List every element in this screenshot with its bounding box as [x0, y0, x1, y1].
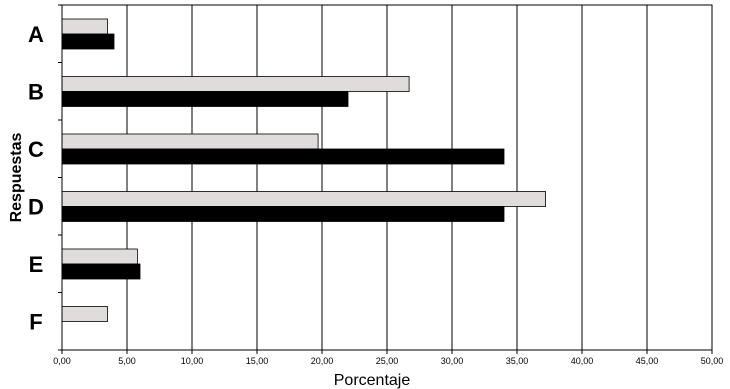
- bar-D-series-2: [61, 206, 505, 222]
- x-tick-label: 50,00: [701, 356, 724, 366]
- bar-A-series-2: [61, 33, 115, 50]
- category-label: D: [28, 195, 44, 220]
- x-tick-label: 40,00: [571, 356, 594, 366]
- bar-E-series-2: [61, 263, 141, 280]
- x-tick-label: 10,00: [181, 356, 204, 366]
- bars: [61, 18, 547, 322]
- category-label: F: [29, 310, 42, 335]
- axes: [58, 4, 713, 354]
- bar-F-series-1: [61, 306, 108, 322]
- category-label: B: [28, 80, 44, 105]
- x-tick-label: 25,00: [376, 356, 399, 366]
- x-tick-label: 15,00: [246, 356, 269, 366]
- bar-B-series-1: [61, 76, 410, 92]
- bar-C-series-2: [61, 148, 505, 165]
- x-tick-label: 35,00: [506, 356, 529, 366]
- category-label: E: [29, 252, 44, 277]
- x-tick-label: 0,00: [53, 356, 71, 366]
- gridlines: [126, 5, 713, 350]
- x-tick-label: 30,00: [441, 356, 464, 366]
- x-tick-label: 45,00: [636, 356, 659, 366]
- category-label: C: [28, 137, 44, 162]
- bar-D-series-1: [61, 191, 547, 207]
- category-label: A: [28, 22, 44, 47]
- bar-E-series-1: [61, 248, 138, 265]
- x-tick-label: 20,00: [311, 356, 334, 366]
- labels: 0,00 5,00 10,00 15,00 20,00 25,00 30,00 35,00 40…: [28, 22, 723, 366]
- y-axis-title: Respuestas: [8, 132, 25, 222]
- bar-B-series-2: [61, 91, 349, 107]
- x-tick-label: 5,00: [118, 356, 136, 366]
- bar-A-series-1: [61, 18, 108, 35]
- bar-C-series-1: [61, 133, 319, 150]
- x-axis-title: Porcentaje: [334, 372, 411, 389]
